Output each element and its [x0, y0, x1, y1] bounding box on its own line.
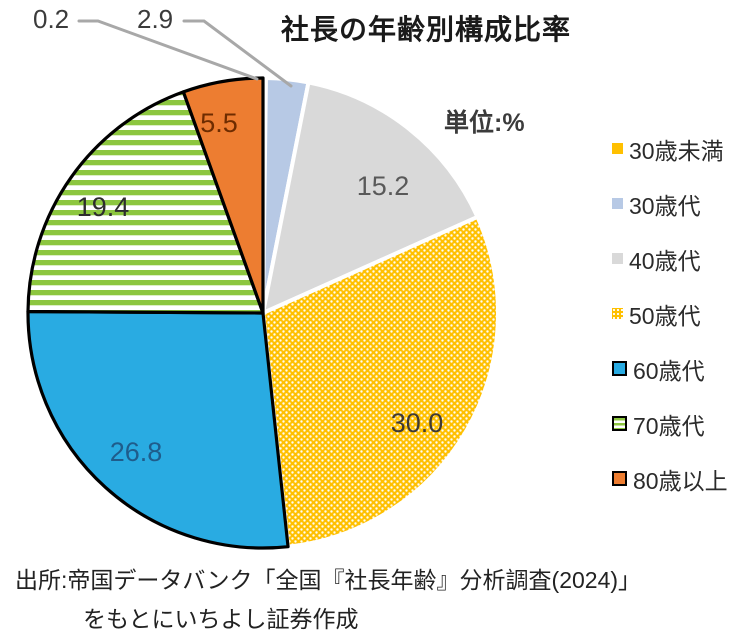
legend-swatch-4: [612, 361, 627, 376]
legend-swatch-3: [612, 308, 623, 319]
pie-slice-4: [26, 309, 290, 550]
legend-item-label-4: 60歳代: [633, 357, 705, 384]
legend-item-1: 30歳代: [612, 176, 728, 231]
pie-slice-5: [26, 90, 265, 315]
legend-swatch-2: [612, 253, 623, 264]
unit-label: 単位:%: [444, 109, 525, 137]
legend-swatch-5: [612, 416, 627, 431]
pie-value-label-2: 15.2: [357, 171, 410, 201]
legend-swatch-6: [612, 471, 627, 486]
legend-item-label-2: 40歳代: [629, 247, 701, 274]
pie-slice-2: [261, 80, 480, 315]
pie-slice-6: [181, 76, 265, 315]
legend-swatch-1: [612, 198, 623, 209]
pie-value-label-5: 19.4: [77, 192, 130, 222]
pie-slice-3: [261, 214, 500, 549]
pie-value-label-3: 30.0: [391, 408, 444, 438]
pie-value-label-4: 26.8: [110, 437, 163, 467]
legend: 30歳未満 30歳代 40歳代 50歳代 60歳代 70歳代 80歳以上: [612, 121, 728, 506]
legend-item-0: 30歳未満: [612, 121, 728, 176]
source-line-1: 出所:帝国データバンク「全国『社長年齢』分析調査(2024)」: [15, 567, 642, 593]
legend-swatch-0: [612, 143, 623, 154]
pie-value-label-under30: 0.2: [33, 4, 70, 34]
pie-value-label-30s: 2.9: [137, 4, 174, 34]
legend-item-label-5: 70歳代: [633, 412, 705, 439]
leader-line-under30: [77, 19, 259, 81]
chart-title: 社長の年齢別構成比率: [281, 14, 572, 45]
legend-item-3: 50歳代: [612, 286, 728, 341]
source-line-2: をもとにいちよし証券作成: [83, 606, 359, 632]
legend-item-label-0: 30歳未満: [629, 137, 724, 164]
legend-item-2: 40歳代: [612, 231, 728, 286]
legend-item-4: 60歳代: [612, 341, 728, 396]
pie-value-label-6: 5.5: [200, 108, 238, 138]
legend-item-label-3: 50歳代: [629, 302, 701, 329]
legend-item-label-1: 30歳代: [629, 192, 701, 219]
legend-item-5: 70歳代: [612, 396, 728, 451]
legend-item-label-6: 80歳以上: [633, 467, 728, 494]
leader-line-30s: [182, 19, 293, 88]
legend-item-6: 80歳以上: [612, 451, 728, 506]
